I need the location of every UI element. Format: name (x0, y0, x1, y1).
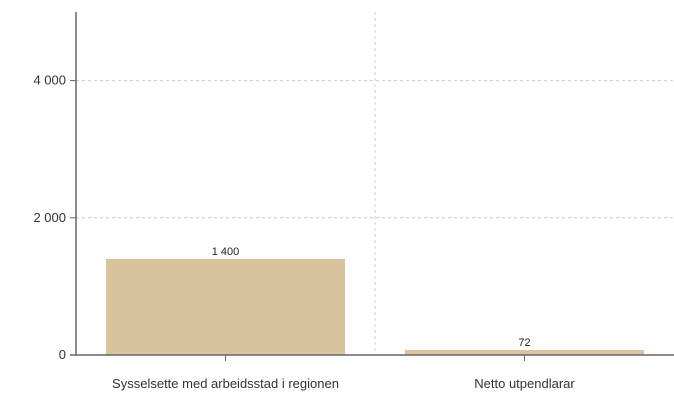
labels-layer: 0 2 000 4 000 1 400 Sysselsette med arbeidss… (33, 73, 575, 391)
bars-layer (106, 258, 644, 355)
y-tick-label: 4 000 (33, 73, 66, 88)
grid-layer (76, 12, 674, 355)
bar-1 (405, 350, 644, 355)
bar-0 (106, 258, 345, 355)
y-tick-label: 2 000 (33, 210, 66, 225)
x-category-label: Netto utpendlarar (474, 376, 575, 391)
x-category-label: Sysselsette med arbeidsstad i regionen (112, 376, 339, 391)
bar-value-label: 1 400 (212, 246, 240, 258)
bar-value-label: 72 (518, 337, 530, 349)
y-tick-label: 0 (59, 347, 66, 362)
axis-layer (70, 12, 674, 361)
